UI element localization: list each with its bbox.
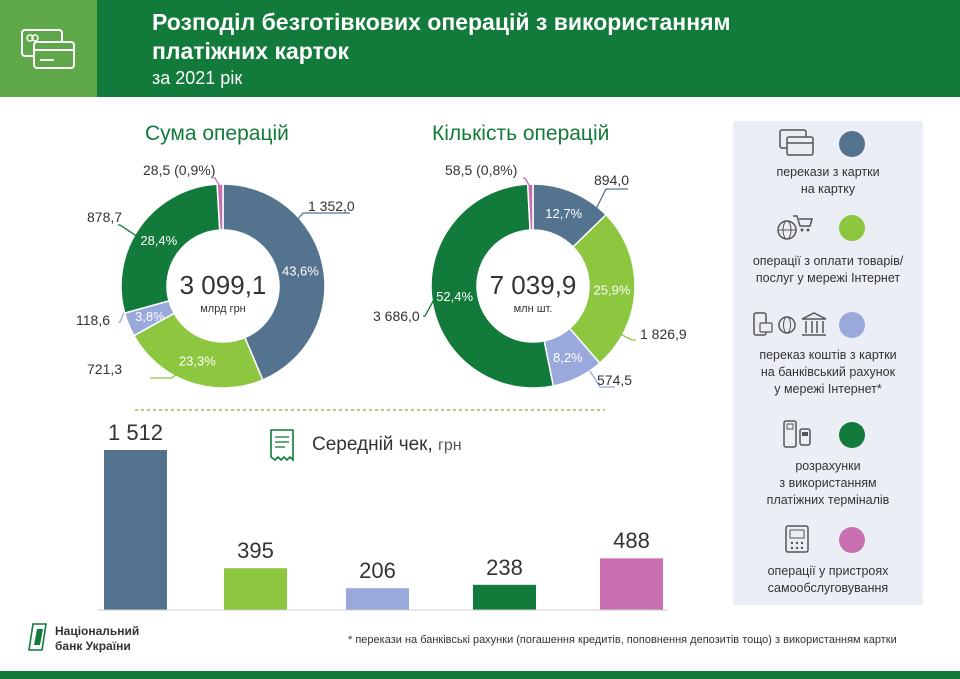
bank-icon xyxy=(752,309,832,339)
legend-text: на банківський рахунок xyxy=(760,365,896,379)
donut-1-leader-3 xyxy=(423,295,437,317)
nbu-logo-text: Національний банк України xyxy=(55,624,139,654)
legend-text: самообслуговування xyxy=(767,581,889,595)
legend-text: розрахунки xyxy=(795,459,861,473)
chart-title-sum: Сума операцій xyxy=(145,122,289,145)
bar-3 xyxy=(473,584,536,610)
bar-value-label-3: 238 xyxy=(486,554,523,580)
count-total-value: 7 039,9 xyxy=(489,270,577,300)
sum-value-label-0: 1 352,0 xyxy=(308,198,355,214)
donut-0-slice-3 xyxy=(120,183,221,314)
donut-1-percent-label-1: 25,9% xyxy=(593,282,630,297)
bar-2 xyxy=(346,588,409,610)
donut-0-leader-0 xyxy=(295,212,350,222)
bar-value-label-0: 1 512 xyxy=(107,420,164,445)
donut-1-percent-label-2: 8,2% xyxy=(553,350,583,365)
count-value-label-3: 3 686,0 xyxy=(373,308,420,324)
donut-0-percent-label-2: 3,8% xyxy=(135,309,165,324)
legend-panel xyxy=(733,121,923,605)
legend-item-2: переказ коштів з картки на банківський р… xyxy=(733,347,923,398)
atm-icon xyxy=(780,524,818,554)
donut-1-percent-label-3: 52,4% xyxy=(436,289,473,304)
logo-line-2: банк України xyxy=(55,639,131,653)
count-value-label-4: 58,5 (0,8%) xyxy=(445,162,518,178)
donut-0-slice-0 xyxy=(222,183,326,381)
legend-swatch-0 xyxy=(839,131,865,157)
donut-0-leader-1 xyxy=(150,369,183,379)
legend-text: на картку xyxy=(800,182,856,196)
bar-0 xyxy=(104,450,167,610)
bar-value-label-1: 395 xyxy=(237,538,274,564)
legend-text: операції з оплати товарів/ xyxy=(752,254,904,268)
legend-item-1: операції з оплати товарів/ послуг у мере… xyxy=(733,253,923,287)
legend-text: у мережі Інтернет* xyxy=(774,382,882,396)
sum-value-label-3: 878,7 xyxy=(87,209,123,225)
legend-swatch-2 xyxy=(839,312,865,338)
average-check-title: Середній чек, грн xyxy=(312,434,462,456)
legend-text: платіжних терміналів xyxy=(766,493,890,507)
cards-icon xyxy=(21,29,75,69)
header-accent xyxy=(0,0,97,97)
donut-0-percent-label-3: 28,4% xyxy=(140,233,177,248)
donut-1-slice-3 xyxy=(430,183,555,389)
donut-0-leader-4 xyxy=(213,177,220,186)
footer-bar xyxy=(0,671,960,679)
sum-value-label-2: 118,6 xyxy=(76,312,110,328)
donut-1-percent-label-0: 12,7% xyxy=(545,206,582,221)
donut-0-percent-label-0: 43,6% xyxy=(282,263,319,278)
legend-text: послуг у мережі Інтернет xyxy=(755,271,901,285)
legend-item-3: розрахунки з використанням платіжних тер… xyxy=(733,458,923,509)
count-value-label-0: 894,0 xyxy=(594,172,630,188)
footnote: * перекази на банківські рахунки (погаше… xyxy=(348,634,897,646)
legend-swatch-4 xyxy=(839,527,865,553)
donut-1-leader-1 xyxy=(619,333,636,341)
donut-0-percent-label-1: 23,3% xyxy=(179,354,216,369)
average-title-text: Середній чек, xyxy=(312,434,433,455)
count-value-label-2: 574,5 xyxy=(597,372,633,388)
bar-1 xyxy=(224,568,287,610)
card-transfer-icon xyxy=(778,128,816,158)
donut-1-leader-0 xyxy=(595,188,628,210)
chart-title-count: Кількість операцій xyxy=(432,122,610,145)
terminal-icon xyxy=(780,419,818,449)
legend-text: перекази з картки xyxy=(776,165,880,179)
legend-swatch-1 xyxy=(839,215,865,241)
donut-1-leader-2 xyxy=(589,370,615,388)
sum-total-unit: млрд грн xyxy=(200,303,246,315)
donut-1-slice-1 xyxy=(568,213,636,365)
page-subtitle: за 2021 рік xyxy=(152,68,243,88)
legend-swatch-3 xyxy=(839,422,865,448)
sum-total-value: 3 099,1 xyxy=(179,270,267,300)
bar-value-label-4: 488 xyxy=(613,528,650,554)
bar-value-label-2: 206 xyxy=(359,558,396,584)
sum-value-label-1: 721,3 xyxy=(87,361,123,377)
legend-item-4: операції у пристроях самообслуговування xyxy=(733,563,923,597)
donut-1-leader-4 xyxy=(523,177,530,186)
average-unit-text: грн xyxy=(438,437,462,454)
title-line-1: Розподіл безготівкових операцій з викори… xyxy=(152,9,731,35)
legend-item-0: перекази з картки на картку xyxy=(733,164,923,198)
donut-0-leader-3 xyxy=(118,224,139,238)
legend-text: операції у пристроях xyxy=(767,564,889,578)
donut-1-slice-4 xyxy=(526,183,534,231)
legend-text: переказ коштів з картки xyxy=(759,348,897,362)
legend-text: з використанням xyxy=(779,476,877,490)
page-title: Розподіл безготівкових операцій з викори… xyxy=(152,8,912,66)
count-value-label-1: 1 826,9 xyxy=(640,326,687,342)
header-bar xyxy=(97,0,960,97)
sum-value-label-4: 28,5 (0,9%) xyxy=(143,162,216,178)
count-total-unit: млн шт. xyxy=(513,303,553,315)
globe-cart-icon xyxy=(776,212,814,242)
bar-4 xyxy=(600,558,663,610)
logo-line-1: Національний xyxy=(55,624,140,638)
title-line-2: платіжних карток xyxy=(152,38,350,64)
